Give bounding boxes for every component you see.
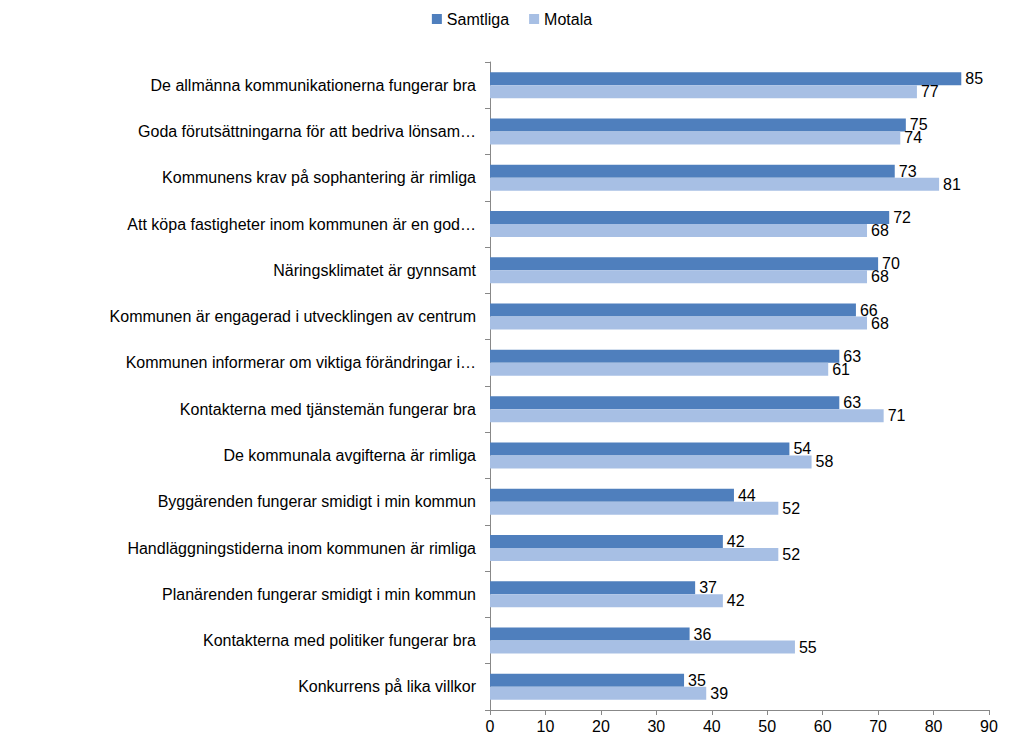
svg-text:Goda förutsättningarna för att: Goda förutsättningarna för att bedriva l… — [138, 123, 476, 140]
svg-text:42: 42 — [727, 533, 745, 550]
svg-text:54: 54 — [793, 440, 811, 457]
svg-text:85: 85 — [965, 70, 983, 87]
svg-text:Samtliga: Samtliga — [447, 11, 509, 28]
svg-text:75: 75 — [909, 116, 928, 134]
svg-text:Konkurrens på lika villkor: Konkurrens på lika villkor — [298, 678, 477, 695]
svg-text:52: 52 — [782, 546, 800, 563]
svg-text:Kontakterna med tjänstemän fun: Kontakterna med tjänstemän fungerar bra — [180, 401, 476, 418]
svg-text:70: 70 — [869, 718, 887, 735]
svg-text:73: 73 — [899, 163, 917, 180]
svg-text:10: 10 — [537, 718, 555, 735]
svg-text:Näringsklimatet är gynnsamt: Näringsklimatet är gynnsamt — [273, 262, 476, 279]
svg-text:61: 61 — [832, 361, 850, 378]
svg-text:50: 50 — [758, 718, 776, 735]
svg-text:30: 30 — [647, 718, 665, 735]
svg-text:De allmänna kommunikationerna: De allmänna kommunikationerna fungerar b… — [150, 77, 476, 94]
svg-text:Handläggningstiderna inom komm: Handläggningstiderna inom kommunen är ri… — [127, 540, 476, 557]
svg-text:90: 90 — [980, 718, 998, 735]
svg-text:Motala: Motala — [544, 11, 592, 28]
svg-text:55: 55 — [799, 639, 817, 656]
svg-text:80: 80 — [925, 718, 943, 735]
svg-text:71: 71 — [888, 407, 906, 424]
svg-text:Planärenden fungerar smidigt i: Planärenden fungerar smidigt i min kommu… — [162, 586, 476, 603]
svg-text:39: 39 — [710, 685, 728, 702]
svg-text:Kommunen informerar om viktiga: Kommunen informerar om viktiga förändrin… — [126, 354, 476, 371]
svg-text:Att köpa fastigheter inom komm: Att köpa fastigheter inom kommunen är en… — [127, 216, 476, 233]
svg-text:52: 52 — [782, 500, 800, 517]
svg-text:58: 58 — [816, 453, 834, 470]
svg-text:Byggärenden fungerar smidigt i: Byggärenden fungerar smidigt i min kommu… — [158, 493, 476, 510]
svg-text:44: 44 — [738, 487, 756, 504]
svg-text:Kommunen är engagerad i utveck: Kommunen är engagerad i utvecklingen av … — [110, 308, 476, 325]
svg-text:De kommunala avgifterna är rim: De kommunala avgifterna är rimliga — [223, 447, 476, 464]
svg-text:63: 63 — [843, 394, 861, 411]
svg-text:35: 35 — [688, 672, 706, 689]
svg-text:60: 60 — [814, 718, 832, 735]
svg-text:81: 81 — [943, 176, 961, 193]
svg-text:42: 42 — [727, 592, 745, 609]
svg-text:36: 36 — [694, 626, 712, 643]
svg-text:Kontakterna med politiker fung: Kontakterna med politiker fungerar bra — [203, 632, 476, 649]
svg-text:40: 40 — [703, 718, 721, 735]
svg-text:37: 37 — [699, 579, 717, 596]
svg-text:66: 66 — [859, 301, 878, 319]
svg-text:68: 68 — [871, 222, 889, 239]
svg-text:68: 68 — [871, 268, 889, 285]
svg-text:70: 70 — [882, 255, 900, 273]
svg-text:20: 20 — [592, 718, 610, 735]
svg-text:63: 63 — [843, 347, 862, 365]
svg-text:74: 74 — [904, 129, 922, 146]
svg-text:0: 0 — [486, 718, 495, 735]
svg-text:77: 77 — [921, 83, 939, 100]
svg-text:68: 68 — [871, 315, 889, 332]
svg-text:72: 72 — [893, 209, 911, 226]
svg-text:Kommunens krav på sophantering: Kommunens krav på sophantering är rimlig… — [162, 169, 476, 186]
